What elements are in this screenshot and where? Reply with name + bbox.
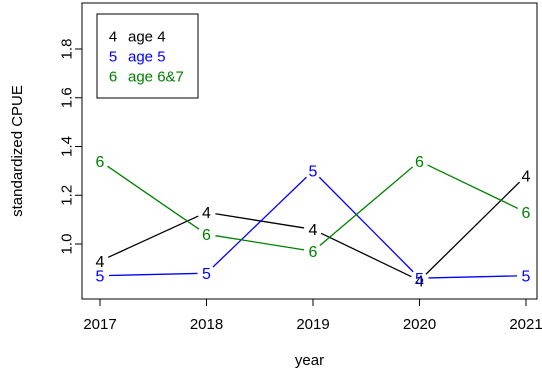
y-tick-label: 1.2 xyxy=(58,185,75,206)
series-4: 4 4 4 4 4 xyxy=(96,169,531,291)
series-segment xyxy=(108,272,198,277)
series-segment xyxy=(107,215,199,258)
x-axis: 2017 2018 2019 2020 2021 xyxy=(83,298,542,333)
data-point: 4 xyxy=(202,205,211,222)
series-segment xyxy=(215,213,305,229)
series-segment xyxy=(319,166,414,246)
data-point: 5 xyxy=(202,266,211,283)
series-segment xyxy=(320,232,412,278)
series-segment xyxy=(425,181,521,275)
legend-symbol: 4 xyxy=(109,28,117,45)
y-tick-label: 1.0 xyxy=(58,234,75,255)
series-6: 6 6 6 6 6 xyxy=(96,154,531,261)
data-point: 5 xyxy=(415,271,424,288)
x-tick-label: 2018 xyxy=(190,316,223,333)
y-tick-label: 1.8 xyxy=(58,39,75,60)
y-tick-label: 1.6 xyxy=(58,87,75,108)
data-point: 6 xyxy=(202,227,211,244)
data-point: 5 xyxy=(96,268,105,285)
x-axis-title: year xyxy=(295,352,324,369)
series-segment xyxy=(215,235,305,251)
legend-symbol: 6 xyxy=(109,68,117,85)
x-tick-label: 2019 xyxy=(296,316,329,333)
data-point: 6 xyxy=(96,154,105,171)
data-point: 4 xyxy=(522,169,531,186)
series-segment xyxy=(318,176,414,273)
series-5: 5 5 5 5 5 xyxy=(96,164,531,288)
y-axis-title: standardized CPUE xyxy=(9,85,26,217)
data-point: 4 xyxy=(309,222,318,239)
series-segment xyxy=(428,275,518,279)
x-tick-label: 2017 xyxy=(83,316,116,333)
data-point: 4 xyxy=(96,254,105,271)
x-tick-label: 2021 xyxy=(509,316,542,333)
data-point: 6 xyxy=(309,244,318,261)
data-point: 6 xyxy=(522,205,531,222)
series-segment xyxy=(212,176,307,268)
data-point: 5 xyxy=(309,164,318,181)
x-tick-label: 2020 xyxy=(403,316,436,333)
legend-label: age 4 xyxy=(128,28,166,45)
data-point: 5 xyxy=(522,268,531,285)
data-point: 4 xyxy=(415,273,424,290)
legend-label: age 5 xyxy=(128,48,166,65)
legend-label: age 6&7 xyxy=(128,68,184,85)
series-segment xyxy=(427,164,519,209)
data-point: 6 xyxy=(415,154,424,171)
series-segment xyxy=(107,165,200,230)
legend: 4 age 4 5 age 5 6 age 6&7 xyxy=(96,13,199,99)
y-tick-label: 1.4 xyxy=(58,136,75,157)
legend-symbol: 5 xyxy=(109,48,117,65)
legend-box xyxy=(96,13,199,99)
y-axis: 1.0 1.2 1.4 1.6 1.8 xyxy=(58,39,83,255)
